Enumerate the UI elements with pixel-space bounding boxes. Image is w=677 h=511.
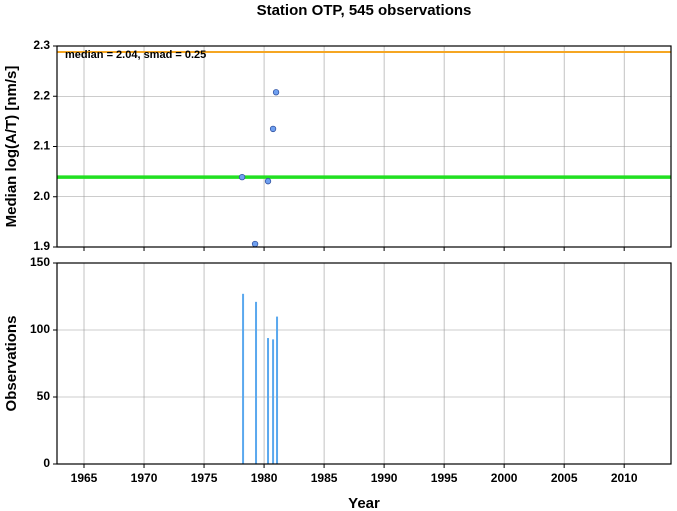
point bbox=[272, 89, 280, 96]
x-tick-label: 1995 bbox=[431, 471, 458, 485]
x-tick-label: 2000 bbox=[491, 471, 518, 485]
chart-title: Station OTP, 545 observations bbox=[257, 2, 472, 19]
bar bbox=[242, 293, 245, 464]
x-tick-label: 1990 bbox=[371, 471, 398, 485]
point bbox=[264, 178, 272, 185]
x-tick-label: 1975 bbox=[191, 471, 218, 485]
y-tick-label: 2.2 bbox=[33, 88, 50, 102]
point bbox=[269, 125, 277, 133]
x-tick-label: 1970 bbox=[131, 471, 158, 485]
y-tick-label: 2.3 bbox=[33, 38, 50, 52]
y-axis-label: Median log(A/T) [nm/s] bbox=[3, 66, 20, 228]
y-tick-label: 2.1 bbox=[33, 139, 50, 153]
bar bbox=[255, 301, 258, 464]
y-tick-label: 150 bbox=[30, 255, 50, 269]
x-tick-label: 2010 bbox=[611, 471, 638, 485]
bar bbox=[272, 339, 275, 464]
y-tick-label: 2.0 bbox=[33, 189, 50, 203]
x-tick-label: 2005 bbox=[551, 471, 578, 485]
x-tick-label: 1980 bbox=[251, 471, 278, 485]
plot-frame bbox=[56, 262, 672, 465]
bar bbox=[267, 338, 270, 464]
y-tick-label: 50 bbox=[37, 389, 51, 403]
point bbox=[238, 174, 246, 181]
plot-frame bbox=[56, 45, 672, 248]
bar bbox=[276, 316, 279, 464]
x-tick-label: 1965 bbox=[71, 471, 98, 485]
y-tick-label: 100 bbox=[30, 322, 50, 336]
y-tick-label: 1.9 bbox=[33, 239, 50, 253]
x-axis-label: Year bbox=[348, 495, 380, 511]
annotation: median = 2.04, smad = 0.25 bbox=[65, 49, 206, 61]
y-axis-label: Observations bbox=[3, 316, 20, 412]
x-tick-label: 1985 bbox=[311, 471, 338, 485]
y-tick-label: 0 bbox=[43, 456, 50, 470]
point bbox=[251, 240, 259, 248]
